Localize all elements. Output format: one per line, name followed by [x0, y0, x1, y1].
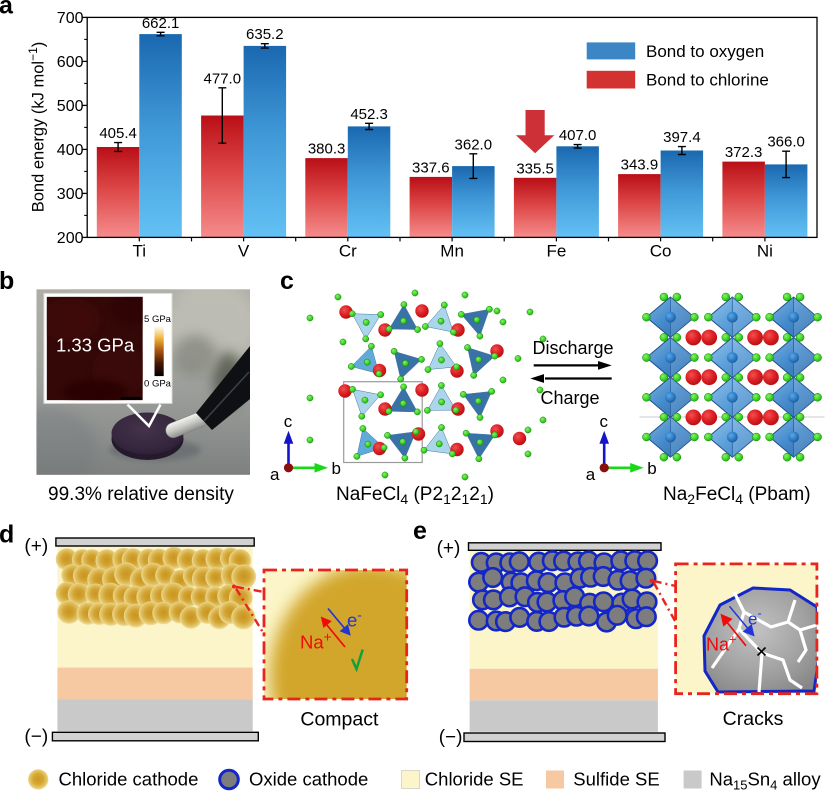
- svg-text:200: 200: [57, 230, 84, 247]
- svg-text:400: 400: [57, 142, 84, 159]
- svg-text:477.0: 477.0: [204, 70, 242, 87]
- svg-text:1.33 GPa: 1.33 GPa: [56, 335, 135, 356]
- svg-text:Cr: Cr: [339, 242, 357, 261]
- svg-text:Bond to chlorine: Bond to chlorine: [646, 71, 769, 90]
- svg-text:0 GPa: 0 GPa: [144, 379, 172, 390]
- svg-text:c: c: [599, 412, 608, 431]
- svg-text:366.0: 366.0: [767, 134, 805, 151]
- svg-text:Co: Co: [650, 242, 672, 261]
- svg-text:c: c: [284, 412, 293, 431]
- svg-text:b: b: [332, 459, 341, 478]
- svg-text:700: 700: [57, 10, 84, 27]
- svg-text:335.5: 335.5: [516, 160, 554, 177]
- svg-text:Ti: Ti: [133, 242, 147, 261]
- svg-text:V: V: [238, 242, 250, 261]
- svg-text:362.0: 362.0: [455, 136, 493, 153]
- svg-text:600: 600: [57, 54, 84, 71]
- svg-text:405.4: 405.4: [99, 125, 137, 142]
- svg-text:b: b: [647, 459, 656, 478]
- svg-text:635.2: 635.2: [246, 26, 284, 43]
- svg-text:(+): (+): [24, 536, 48, 557]
- svg-text:b: b: [0, 267, 14, 295]
- svg-text:Discharge: Discharge: [532, 338, 613, 358]
- svg-text:Fe: Fe: [546, 242, 566, 261]
- svg-text:(−): (−): [439, 727, 463, 748]
- svg-text:Bond to oxygen: Bond to oxygen: [646, 42, 764, 61]
- svg-text:Chloride cathode: Chloride cathode: [59, 769, 199, 790]
- svg-text:Charge: Charge: [540, 388, 599, 408]
- svg-text:(−): (−): [24, 727, 48, 748]
- svg-text:372.3: 372.3: [725, 144, 763, 161]
- svg-text:380.3: 380.3: [308, 141, 346, 158]
- svg-text:Chloride SE: Chloride SE: [425, 769, 524, 790]
- svg-text:337.6: 337.6: [412, 159, 450, 176]
- svg-text:Na2FeCl4 (Pbam): Na2FeCl4 (Pbam): [663, 484, 811, 507]
- svg-text:Na15Sn4 alloy: Na15Sn4 alloy: [709, 769, 821, 793]
- svg-text:Bond energy (kJ mol−1): Bond energy (kJ mol−1): [26, 42, 48, 213]
- svg-text:a: a: [270, 465, 280, 484]
- svg-text:300: 300: [57, 186, 84, 203]
- svg-text:a: a: [586, 465, 596, 484]
- svg-text:c: c: [280, 267, 294, 295]
- svg-text:Na+: Na+: [706, 632, 737, 655]
- svg-text:NaFeCl4 (P212121): NaFeCl4 (P212121): [336, 484, 494, 507]
- svg-text:343.9: 343.9: [621, 157, 659, 174]
- svg-text:e: e: [413, 517, 427, 545]
- svg-text:Ni: Ni: [757, 242, 773, 261]
- svg-text:Cracks: Cracks: [723, 708, 784, 730]
- svg-text:Compact: Compact: [300, 709, 379, 731]
- svg-text:662.1: 662.1: [142, 15, 180, 32]
- svg-text:Mn: Mn: [440, 242, 464, 261]
- svg-text:99.3% relative density: 99.3% relative density: [48, 484, 234, 505]
- svg-text:407.0: 407.0: [559, 127, 597, 144]
- svg-text:452.3: 452.3: [350, 106, 388, 123]
- svg-text:d: d: [0, 521, 14, 549]
- svg-text:Oxide cathode: Oxide cathode: [249, 769, 368, 790]
- svg-text:500: 500: [57, 98, 84, 115]
- svg-text:(+): (+): [437, 538, 461, 559]
- svg-text:397.4: 397.4: [663, 129, 701, 146]
- svg-text:a: a: [0, 0, 14, 20]
- svg-text:5 GPa: 5 GPa: [144, 314, 172, 325]
- svg-text:Sulfide SE: Sulfide SE: [573, 769, 659, 790]
